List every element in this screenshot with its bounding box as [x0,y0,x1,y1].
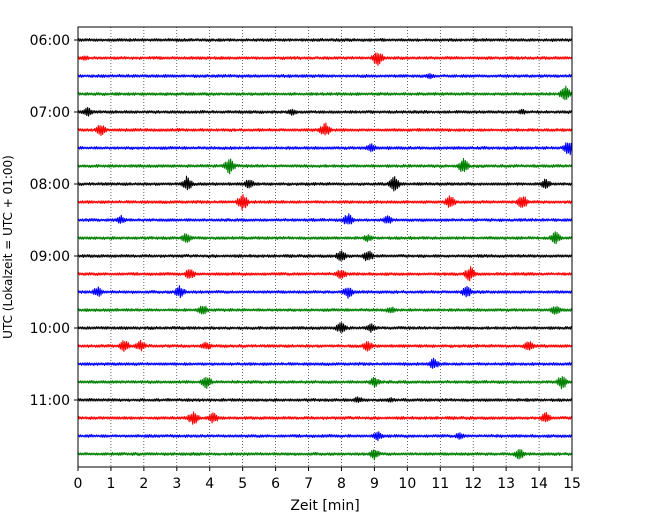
y-tick-label: 08:00 [30,177,70,193]
x-tick-label: 10 [398,476,416,492]
x-axis-label: Zeit [min] [290,498,359,514]
seismic-trace [77,37,573,43]
seismic-trace [77,322,573,334]
seismic-trace [77,85,573,101]
x-tick-label: 3 [172,476,181,492]
x-tick-label: 5 [238,476,247,492]
x-tick-label: 0 [74,476,83,492]
seismic-trace [77,157,573,175]
seismic-trace [77,73,573,80]
seismic-trace [77,376,573,390]
x-tick-label: 13 [497,476,515,492]
x-tick-label: 1 [106,476,115,492]
seismic-trace [77,396,573,403]
seismic-trace [77,431,573,442]
seismic-trace [77,175,573,192]
seismic-trace [77,357,573,369]
seismic-trace [77,266,573,282]
x-tick-label: 11 [431,476,449,492]
x-tick-label: 15 [563,476,581,492]
grid-lines [110,27,540,467]
x-tick-label: 9 [370,476,379,492]
seismic-trace [77,142,573,156]
x-tick-label: 7 [304,476,313,492]
y-tick-label: 06:00 [30,33,70,49]
seismic-trace [77,339,573,352]
y-tick-label: 10:00 [30,321,70,337]
y-tick-label: 09:00 [30,249,70,265]
x-tick-label: 2 [139,476,148,492]
y-axis: 06:00 07:00 08:00 09:00 10:00 11:00 [30,33,78,409]
x-tick-label: 8 [337,476,346,492]
seismic-trace [77,411,573,425]
seismic-trace [77,52,573,66]
y-axis-label: UTC (Lokalzeit = UTC + 01:00) [1,155,15,339]
seismic-trace [77,250,573,262]
x-tick-label: 12 [464,476,482,492]
seismic-trace [77,449,573,461]
trace-group [77,37,573,461]
y-tick-label: 07:00 [30,105,70,121]
x-tick-label: 14 [530,476,548,492]
x-axis: 0 1 2 3 4 5 6 7 8 9 10 11 12 13 14 15 [74,467,581,492]
seismic-trace [77,231,573,245]
plot-frame [77,26,573,468]
seismic-trace [77,106,573,117]
seismic-trace [77,305,573,315]
seismic-trace [77,285,573,299]
x-tick-label: 6 [271,476,280,492]
seismic-trace [77,213,573,225]
seismic-trace [77,193,573,211]
y-tick-label: 11:00 [30,393,70,409]
x-tick-label: 4 [205,476,214,492]
seismic-trace [77,122,573,137]
